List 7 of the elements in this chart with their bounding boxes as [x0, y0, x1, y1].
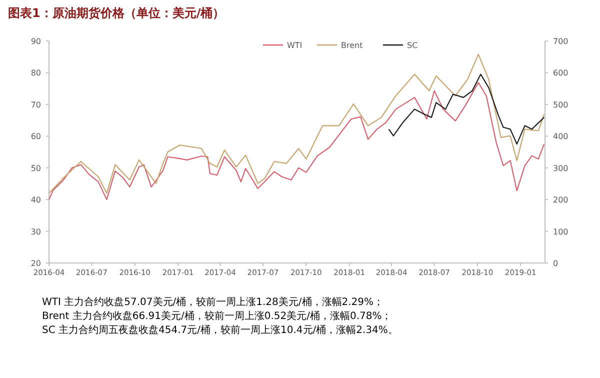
legend-label: Brent	[341, 41, 363, 50]
legend-label: WTI	[287, 41, 302, 50]
annotation: Brent 主力合约收盘66.91美元/桶，较前一周上涨0.52美元/桶，涨幅0.78%；	[42, 311, 392, 322]
title: 图表1：原油期货价格（单位：美元/桶）	[8, 6, 225, 20]
legend-label: SC	[407, 41, 418, 50]
annotation: SC 主力合约周五夜盘收盘454.7元/桶，较前一周上涨10.4元/桶，涨幅2.34%。	[42, 325, 398, 336]
annotation: WTI 主力合约收盘57.07美元/桶，较前一周上涨1.28美元/桶，涨幅2.29%；	[42, 297, 384, 308]
